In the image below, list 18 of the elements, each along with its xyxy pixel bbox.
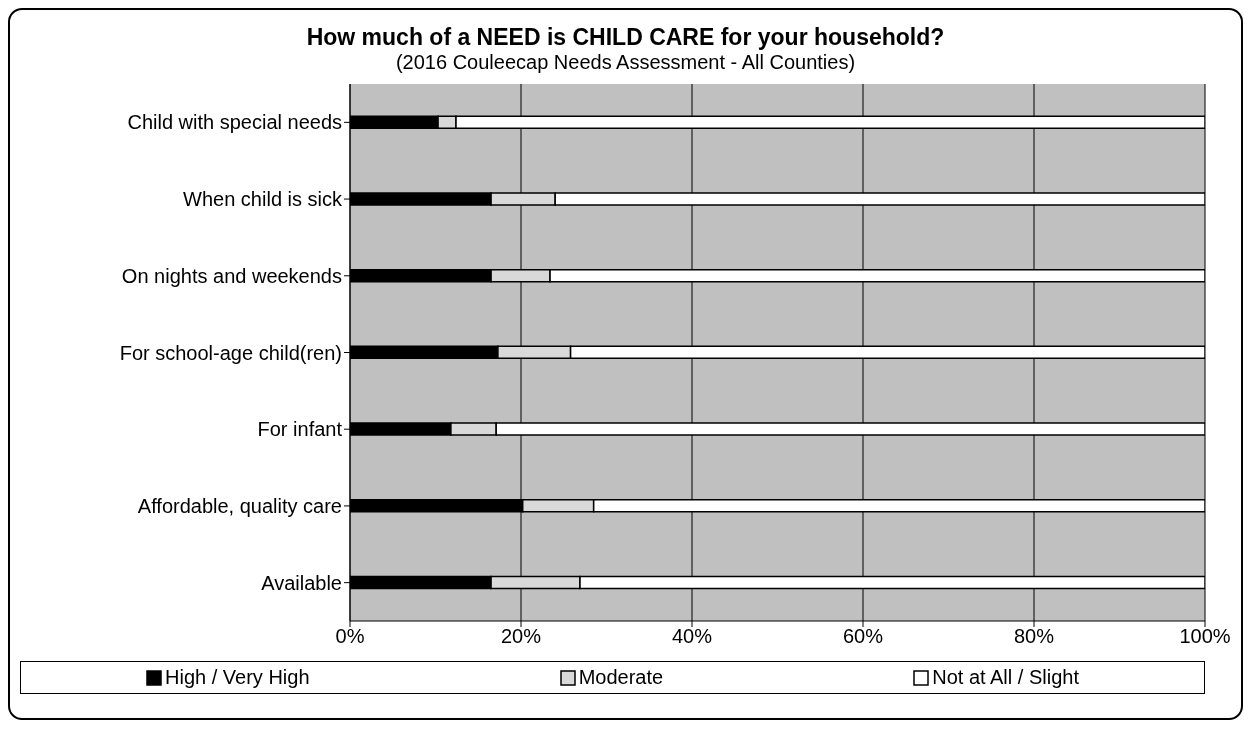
x-tick-label: 40% [671, 625, 713, 648]
x-tick-label: 100% [1179, 625, 1231, 648]
y-tick-label: For infant [257, 418, 343, 441]
chart-subtitle: (2016 Couleecap Needs Assessment - All Counties) [394, 51, 857, 74]
chart-title: How much of a NEED is CHILD CARE for your household? [305, 24, 946, 51]
legend-label: Not at All / Slight [931, 666, 1079, 689]
y-tick-label: When child is sick [183, 188, 343, 211]
x-tick-label: 60% [842, 625, 884, 648]
x-tick-label: 0% [335, 625, 365, 648]
y-tick-label: Available [261, 571, 342, 594]
x-tick-label: 20% [500, 625, 542, 648]
y-tick-label: Affordable, quality care [137, 495, 342, 518]
y-tick-label: On nights and weekends [121, 264, 342, 287]
y-tick-label: For school-age child(ren) [119, 341, 342, 364]
legend-label: High / Very High [164, 666, 310, 689]
x-tick-label: 80% [1013, 625, 1055, 648]
y-tick-label: Child with special needs [127, 111, 342, 134]
legend-label: Moderate [577, 666, 664, 689]
